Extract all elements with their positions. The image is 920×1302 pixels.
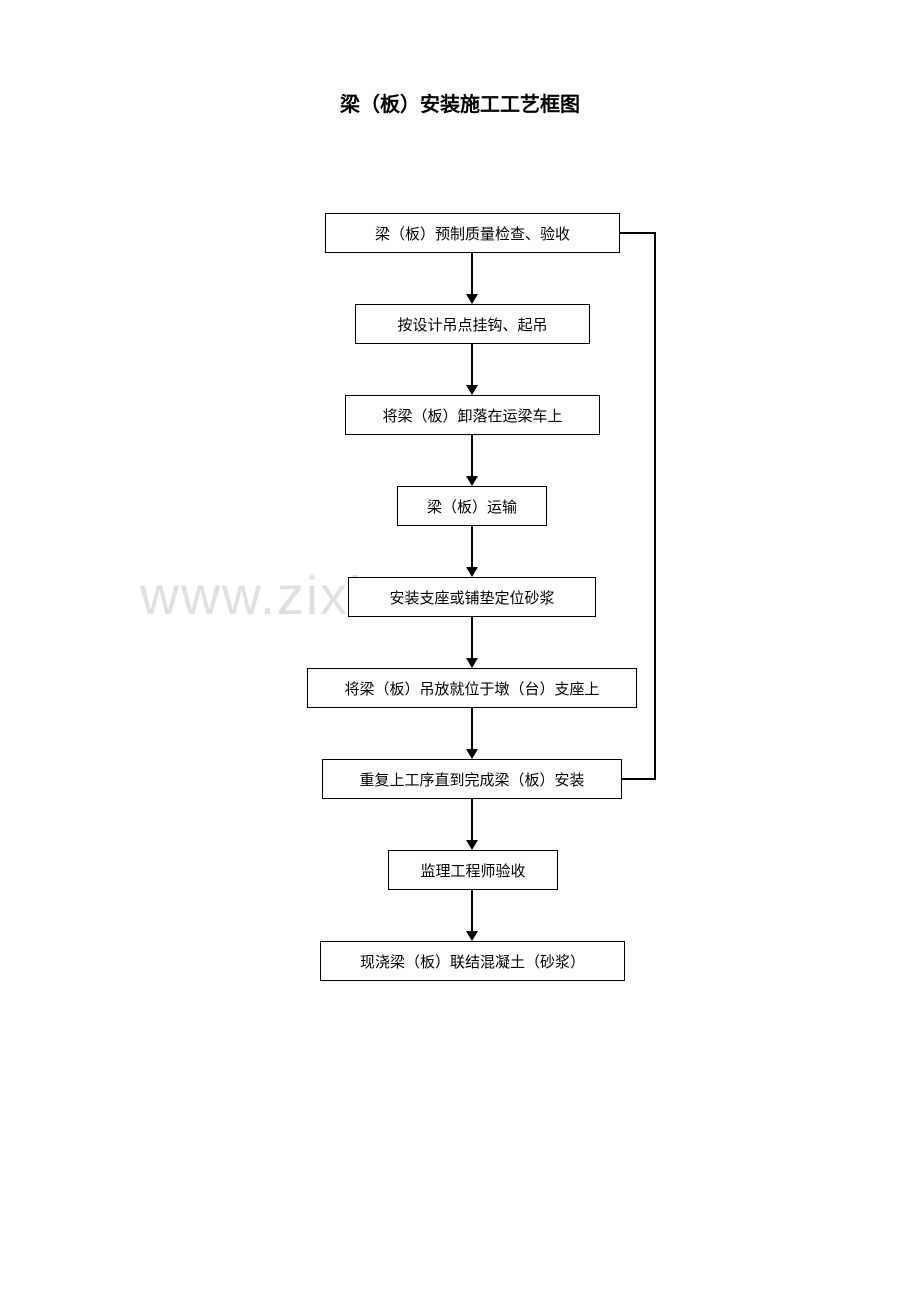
edge-line: [471, 253, 473, 295]
flow-node-n9: 现浇梁（板）联结混凝土（砂浆）: [320, 941, 625, 981]
arrow-down-icon: [466, 749, 478, 759]
arrow-down-icon: [466, 931, 478, 941]
edge-line: [471, 708, 473, 750]
edge-line: [471, 617, 473, 659]
flow-node-n3: 将梁（板）卸落在运梁车上: [345, 395, 600, 435]
arrow-down-icon: [466, 567, 478, 577]
edge-line: [471, 799, 473, 841]
flowchart-container: 梁（板）预制质量检查、验收按设计吊点挂钩、起吊将梁（板）卸落在运梁车上梁（板）运…: [0, 0, 920, 1302]
flow-node-n7: 重复上工序直到完成梁（板）安装: [322, 759, 622, 799]
flow-node-n2: 按设计吊点挂钩、起吊: [355, 304, 590, 344]
arrow-down-icon: [466, 294, 478, 304]
flow-node-n8: 监理工程师验收: [388, 850, 558, 890]
edge-line: [654, 233, 656, 780]
edge-line: [471, 344, 473, 386]
flow-node-n4: 梁（板）运输: [397, 486, 547, 526]
arrow-down-icon: [466, 476, 478, 486]
arrow-down-icon: [466, 385, 478, 395]
flow-node-n1: 梁（板）预制质量检查、验收: [325, 213, 620, 253]
edge-line: [471, 435, 473, 477]
edge-line: [620, 232, 656, 234]
flow-node-n6: 将梁（板）吊放就位于墩（台）支座上: [307, 668, 637, 708]
flow-node-n5: 安装支座或铺垫定位砂浆: [348, 577, 596, 617]
edge-line: [471, 890, 473, 932]
arrow-down-icon: [466, 658, 478, 668]
edge-line: [622, 778, 655, 780]
arrow-down-icon: [466, 840, 478, 850]
edge-line: [471, 526, 473, 568]
